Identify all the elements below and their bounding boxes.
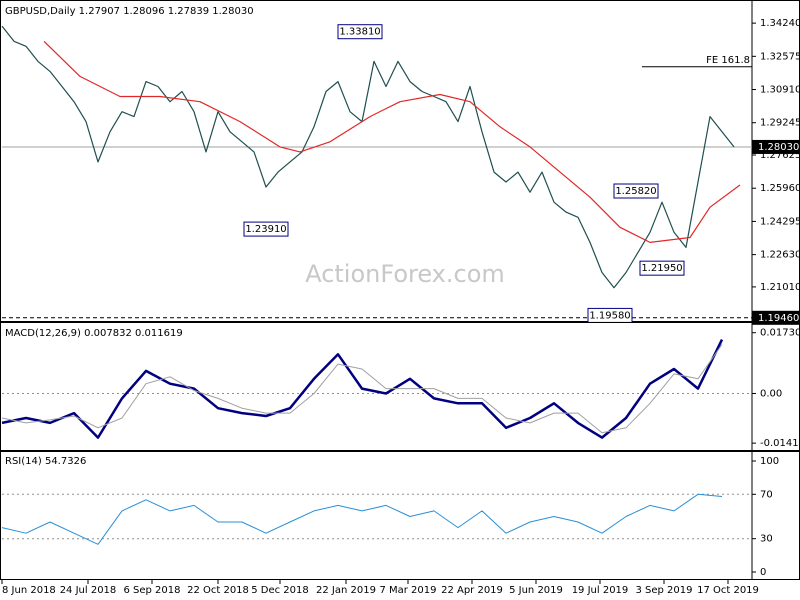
annotation-label: 1.33810 bbox=[339, 27, 380, 38]
annotation-label: 1.23910 bbox=[245, 224, 286, 235]
y-tick-label: 0 bbox=[760, 567, 766, 578]
x-tick-label: 22 Oct 2018 bbox=[187, 585, 249, 596]
y-tick-label: -0.014148 bbox=[760, 438, 800, 449]
series-line bbox=[1, 493, 723, 545]
x-tick-label: 5 Jun 2019 bbox=[509, 585, 563, 596]
y-tick-label: 1.25960 bbox=[760, 183, 800, 194]
y-tick-label: 1.32575 bbox=[760, 51, 800, 62]
x-tick-label: 5 Dec 2018 bbox=[251, 585, 309, 596]
y-tick-label: 1.34240 bbox=[760, 18, 800, 29]
y-tick-label: 0.00 bbox=[760, 388, 782, 399]
x-tick-label: 3 Sep 2019 bbox=[635, 585, 692, 596]
y-tick-label: 1.22630 bbox=[760, 250, 800, 261]
panel-title: RSI(14) 54.7326 bbox=[5, 456, 86, 467]
fe-label: FE 161.8 bbox=[706, 55, 750, 66]
annotation-box bbox=[613, 183, 659, 199]
x-tick-label: 19 Jul 2019 bbox=[572, 585, 629, 596]
x-tick-label: 22 Jan 2019 bbox=[316, 585, 376, 596]
x-tick-label: 17 Oct 2019 bbox=[697, 585, 759, 596]
y-tick-label: 70 bbox=[760, 489, 773, 500]
x-tick-label: 6 Sep 2018 bbox=[123, 585, 180, 596]
watermark: ActionForex.com bbox=[305, 260, 505, 288]
panel-title: GBPUSD,Daily 1.27907 1.28096 1.27839 1.2… bbox=[5, 6, 254, 17]
y-tick-label: 0.017302 bbox=[760, 328, 800, 339]
y-tick-label: 1.30910 bbox=[760, 85, 800, 96]
x-tick-label: 24 Jul 2018 bbox=[60, 585, 117, 596]
y-tick-label: 1.27625 bbox=[760, 150, 800, 161]
y-tick-label: 30 bbox=[760, 534, 773, 545]
series-line bbox=[1, 344, 723, 434]
series-line bbox=[1, 25, 735, 289]
annotation-box bbox=[243, 221, 289, 237]
y-tick-label: 1.29245 bbox=[760, 118, 800, 129]
annotation-label: 1.19580 bbox=[589, 310, 630, 321]
series-line bbox=[1, 339, 724, 439]
support-box bbox=[752, 310, 799, 325]
current-price-label: 1.28030 bbox=[758, 142, 799, 153]
current-price-box bbox=[752, 139, 799, 154]
y-tick-label: 1.21010 bbox=[760, 282, 800, 293]
x-tick-label: 22 Apr 2019 bbox=[441, 585, 503, 596]
support-label: 1.19460 bbox=[758, 313, 799, 324]
annotation-box bbox=[639, 260, 685, 276]
annotation-label: 1.21950 bbox=[641, 263, 682, 274]
annotation-box bbox=[337, 24, 383, 40]
series-line bbox=[43, 40, 741, 243]
annotation-label: 1.25820 bbox=[615, 186, 656, 197]
x-tick-label: 8 Jun 2018 bbox=[2, 585, 56, 596]
x-tick-label: 7 Mar 2019 bbox=[379, 585, 436, 596]
y-tick-label: 100 bbox=[760, 456, 779, 467]
y-tick-label: 1.24295 bbox=[760, 216, 800, 227]
panel-title: MACD(12,26,9) 0.007832 0.011619 bbox=[5, 328, 183, 339]
